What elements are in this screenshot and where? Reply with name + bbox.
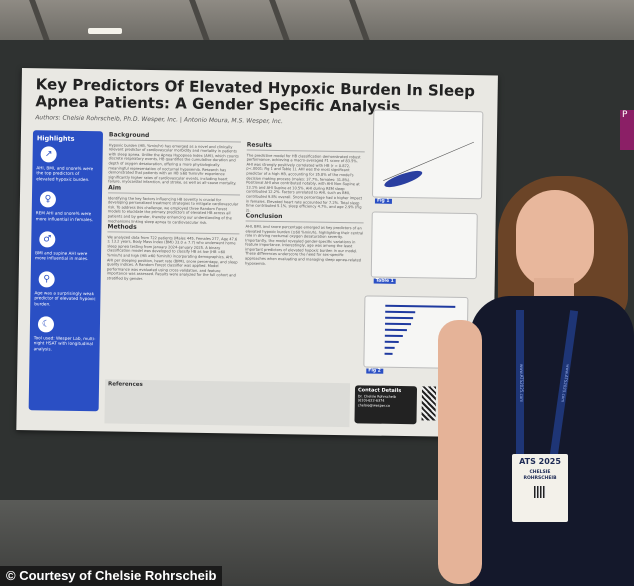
contact-heading: Contact Details bbox=[357, 387, 402, 394]
highlight-text: REM AHI and snore% were more influential… bbox=[35, 210, 94, 222]
conclusion-text: AHI, BMI, and snore percentage emerged a… bbox=[244, 224, 364, 266]
highlight-text: Age was a surprisingly weak predictor of… bbox=[34, 290, 96, 307]
highlight-item: ⚲ Age was a surprisingly weak predictor o… bbox=[34, 271, 97, 307]
side-sign: P bbox=[620, 110, 634, 150]
research-poster: Key Predictors Of Elevated Hypoxic Burde… bbox=[16, 68, 498, 438]
fig2-label: Fig 2 bbox=[366, 368, 383, 374]
contact-email: chelsie@wesper.co bbox=[357, 402, 390, 408]
contact-details: Contact Details Dr. Chelsie Rohrscheib (… bbox=[354, 385, 418, 425]
photo-credit: © Courtesy of Chelsie Rohrscheib bbox=[0, 566, 223, 586]
male-icon: ♂ bbox=[39, 231, 56, 248]
figure-1-scatter: Fig 1 bbox=[372, 109, 484, 204]
name-badge: ATS 2025 CHELSIE ROHRSCHEIB bbox=[512, 454, 568, 522]
presenter-person: www.ATS2025.com www.ATS2025.com ATS 2025… bbox=[436, 170, 634, 586]
aim-heading: Aim bbox=[108, 184, 241, 195]
results-text: The predictive model for HB classificati… bbox=[245, 153, 363, 213]
female-icon: ♀ bbox=[39, 191, 57, 208]
badge-first-name: CHELSIE bbox=[529, 470, 551, 475]
references-section: References bbox=[104, 379, 351, 428]
highlight-text: AHI, BMI, and snore% were the top predic… bbox=[36, 165, 94, 182]
highlight-item: ↗ AHI, BMI, and snore% were the top predi… bbox=[36, 146, 99, 182]
ceiling-light bbox=[88, 28, 122, 34]
highlight-item: ♂ BMI and supine AHI were more influentia… bbox=[35, 231, 97, 262]
background-heading: Background bbox=[108, 131, 241, 143]
highlights-panel: Highlights ↗ AHI, BMI, and snore% were th… bbox=[28, 130, 104, 412]
highlight-text: Tool used: Wesper Lab, multi-night HSAT … bbox=[33, 335, 96, 352]
qr-code-icon bbox=[421, 386, 437, 421]
conclusion-heading: Conclusion bbox=[245, 213, 364, 224]
table1-label: Table 1 bbox=[373, 278, 396, 284]
highlights-heading: Highlights bbox=[36, 134, 75, 143]
feature-importance-image bbox=[384, 304, 456, 355]
badge-qr-icon bbox=[534, 486, 546, 498]
fig1-label: Fig 1 bbox=[374, 198, 392, 204]
arm bbox=[438, 320, 482, 584]
badge-event: ATS 2025 bbox=[519, 457, 561, 466]
figure-2-bar-chart: Fig 2 bbox=[363, 295, 469, 374]
methods-text: We analyzed data from 722 patients (Male… bbox=[106, 235, 238, 281]
chart-icon: ↗ bbox=[40, 146, 57, 163]
highlight-text: BMI and supine AHI were more influential… bbox=[34, 250, 89, 262]
scatter-plot-image bbox=[383, 141, 475, 188]
results-heading: Results bbox=[246, 142, 365, 152]
references-heading: References bbox=[107, 381, 143, 388]
moon-icon: ☾ bbox=[37, 316, 55, 333]
elderly-icon: ⚲ bbox=[38, 271, 55, 288]
background-text: Hypoxic burden (HB, %min/hr) has emerged… bbox=[108, 142, 239, 186]
badge-last-name: ROHRSCHEIB bbox=[523, 475, 557, 481]
poster-authors: Authors: Chelsie Rohrscheib, Ph.D. Wespe… bbox=[35, 114, 283, 126]
lanyard: www.ATS2025.com bbox=[516, 310, 524, 456]
methods-heading: Methods bbox=[107, 223, 240, 235]
middle-column: Results The predictive model for HB clas… bbox=[245, 142, 365, 268]
left-column: Background Hypoxic burden (HB, %min/hr) … bbox=[107, 131, 241, 283]
aim-text: Identifying the key factors influencing … bbox=[107, 195, 239, 225]
face bbox=[516, 190, 594, 288]
highlight-item: ☾ Tool used: Wesper Lab, multi-night HSAT… bbox=[34, 316, 97, 352]
highlight-item: ♀ REM AHI and snore% were more influentia… bbox=[36, 191, 98, 222]
